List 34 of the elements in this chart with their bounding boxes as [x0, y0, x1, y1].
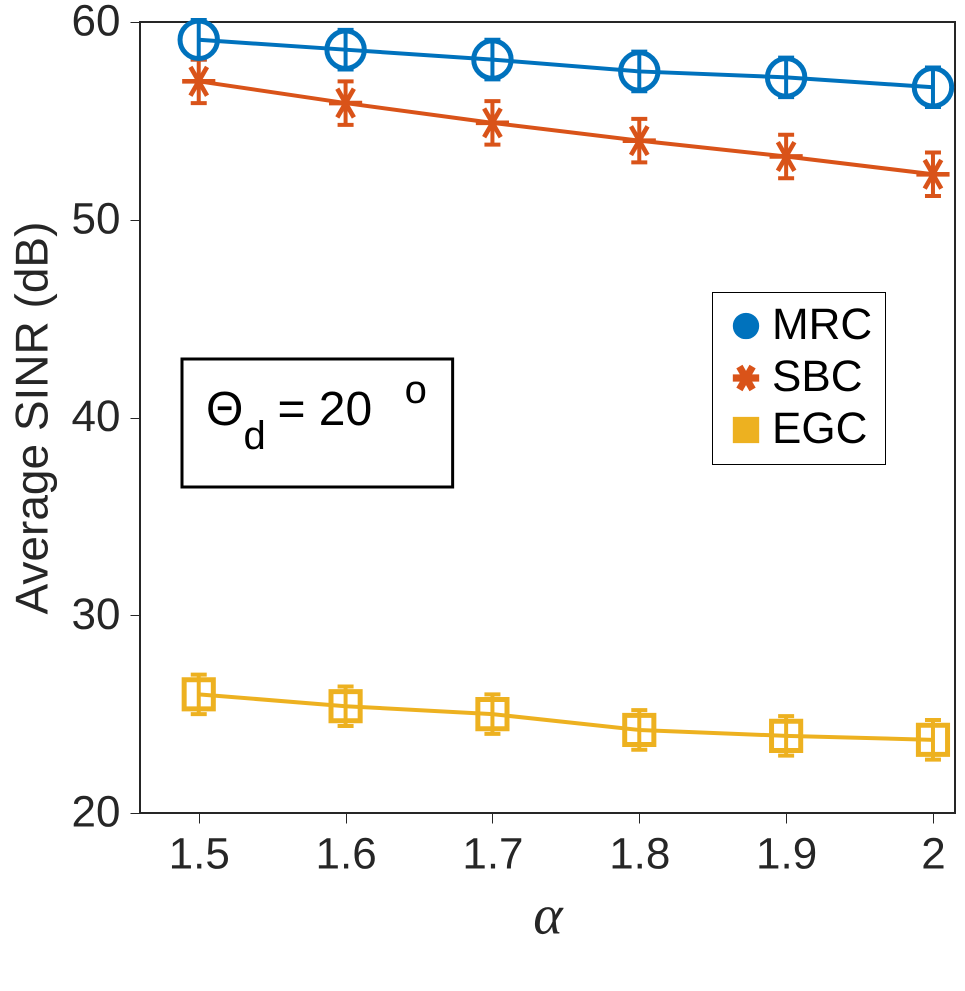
point: [182, 677, 216, 712]
y-tick-label: 40: [72, 392, 120, 441]
point: [622, 712, 656, 748]
legend-label: MRC: [772, 300, 872, 349]
point: [182, 66, 216, 97]
x-tick-label: 1.8: [609, 830, 670, 878]
x-tick-label: 1.9: [756, 830, 818, 878]
point: [916, 722, 950, 757]
point: [912, 66, 954, 108]
point: [329, 88, 362, 119]
x-tick-label: 1.7: [462, 830, 524, 878]
y-tick-label: 60: [72, 0, 120, 46]
point: [916, 158, 950, 190]
point: [471, 38, 514, 81]
y-tick-label: 20: [72, 788, 120, 836]
y-tick-label: 30: [72, 590, 120, 639]
y-axis-title: Average SINR (dB): [6, 222, 58, 614]
point: [178, 18, 220, 61]
legend-label: EGC: [772, 404, 868, 453]
legend-label: SBC: [772, 352, 862, 401]
y-tick-label: 50: [72, 194, 120, 244]
point: [476, 107, 510, 138]
point: [770, 140, 803, 172]
x-axis-title: α: [533, 884, 564, 946]
point: [618, 50, 660, 93]
point: [324, 28, 367, 71]
x-tick-label: 2: [921, 830, 946, 878]
point: [328, 689, 363, 724]
x-tick-label: 1.5: [168, 830, 230, 878]
x-tick-label: 1.6: [316, 830, 377, 878]
point: [622, 125, 656, 156]
point: [475, 697, 510, 732]
point: [764, 56, 808, 99]
point: [769, 718, 804, 753]
